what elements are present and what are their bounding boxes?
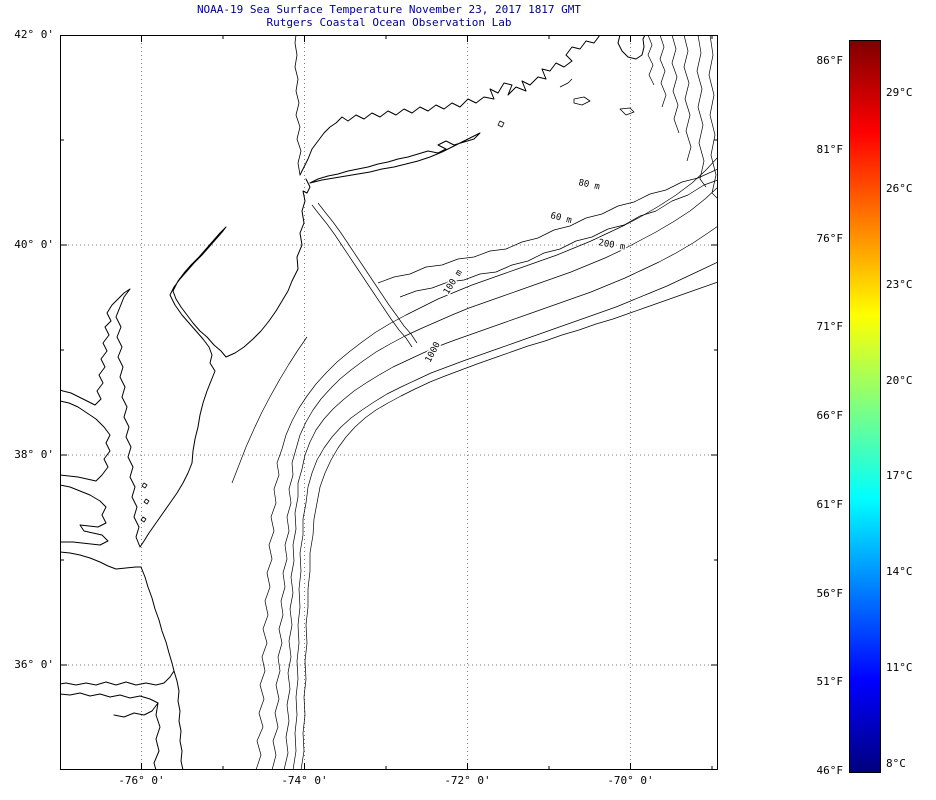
y-tick-label: 36° 0': [14, 658, 54, 671]
colorbar-c-label: 11°C: [886, 661, 913, 675]
coastline-cape-cod: [617, 35, 646, 60]
coastline-bay-islands: [140, 482, 150, 523]
x-tick-label: -70° 0': [607, 774, 654, 787]
coastline-islands: [497, 78, 635, 128]
colorbar-c-label: 29°C: [886, 86, 913, 100]
colorbar-f-label: 71°F: [816, 320, 844, 334]
colorbar-c-label: 26°C: [886, 182, 913, 196]
colorbar-c-label: 20°C: [886, 373, 913, 387]
map-plot-area: 80 m 60 m 200 m 100 m 1000: [60, 35, 718, 770]
contour-labels: 80 m 60 m 200 m 100 m 1000: [422, 177, 627, 366]
colorbar-f-label: 86°F: [816, 54, 844, 68]
y-tick-label: 40° 0': [14, 238, 54, 251]
temperature-colorbar: [849, 40, 881, 773]
colorbar-f-label: 66°F: [816, 409, 844, 423]
contour-label-80m: 80 m: [577, 178, 600, 192]
colorbar-f-label: 61°F: [816, 497, 844, 511]
y-tick-label: 38° 0': [14, 448, 54, 461]
map-frame: [60, 35, 718, 770]
coastline-long-island: [309, 132, 481, 184]
x-tick-label: -72° 0': [444, 774, 491, 787]
colorbar-f-label: 51°F: [816, 675, 844, 689]
colorbar-f-label: 46°F: [816, 764, 844, 777]
contour-label-1000m: 1000: [424, 341, 443, 365]
colorbar-c-label: 23°C: [886, 277, 913, 291]
contour-label-200m: 200 m: [597, 238, 625, 253]
colorbar-f-label: 56°F: [816, 586, 844, 600]
x-tick-label: -76° 0': [118, 774, 165, 787]
coastline-map: 80 m 60 m 200 m 100 m 1000: [60, 35, 718, 770]
y-tick-label: 42° 0': [14, 28, 54, 41]
colorbar-c-label: 14°C: [886, 565, 913, 579]
coastline-mid-atlantic: [60, 178, 311, 770]
colorbar-f-label: 81°F: [816, 143, 844, 156]
colorbar-c-label: 8°C: [886, 756, 906, 770]
coastline-hudson-river: [294, 35, 302, 176]
bathymetry-contours: [231, 35, 718, 770]
axis-ticks: [60, 35, 718, 770]
colorbar-c-label: 17°C: [886, 469, 913, 483]
coastline: [60, 35, 646, 770]
colorbar-f-label: 76°F: [816, 231, 844, 245]
coastline-new-england: [299, 35, 601, 176]
grid-lines: [60, 35, 718, 770]
x-tick-label: -74° 0': [281, 774, 328, 787]
map-subtitle: Rutgers Coastal Ocean Observation Lab: [266, 16, 512, 29]
map-title: NOAA-19 Sea Surface Temperature November…: [196, 3, 582, 16]
contour-label-60m: 60 m: [549, 211, 572, 226]
